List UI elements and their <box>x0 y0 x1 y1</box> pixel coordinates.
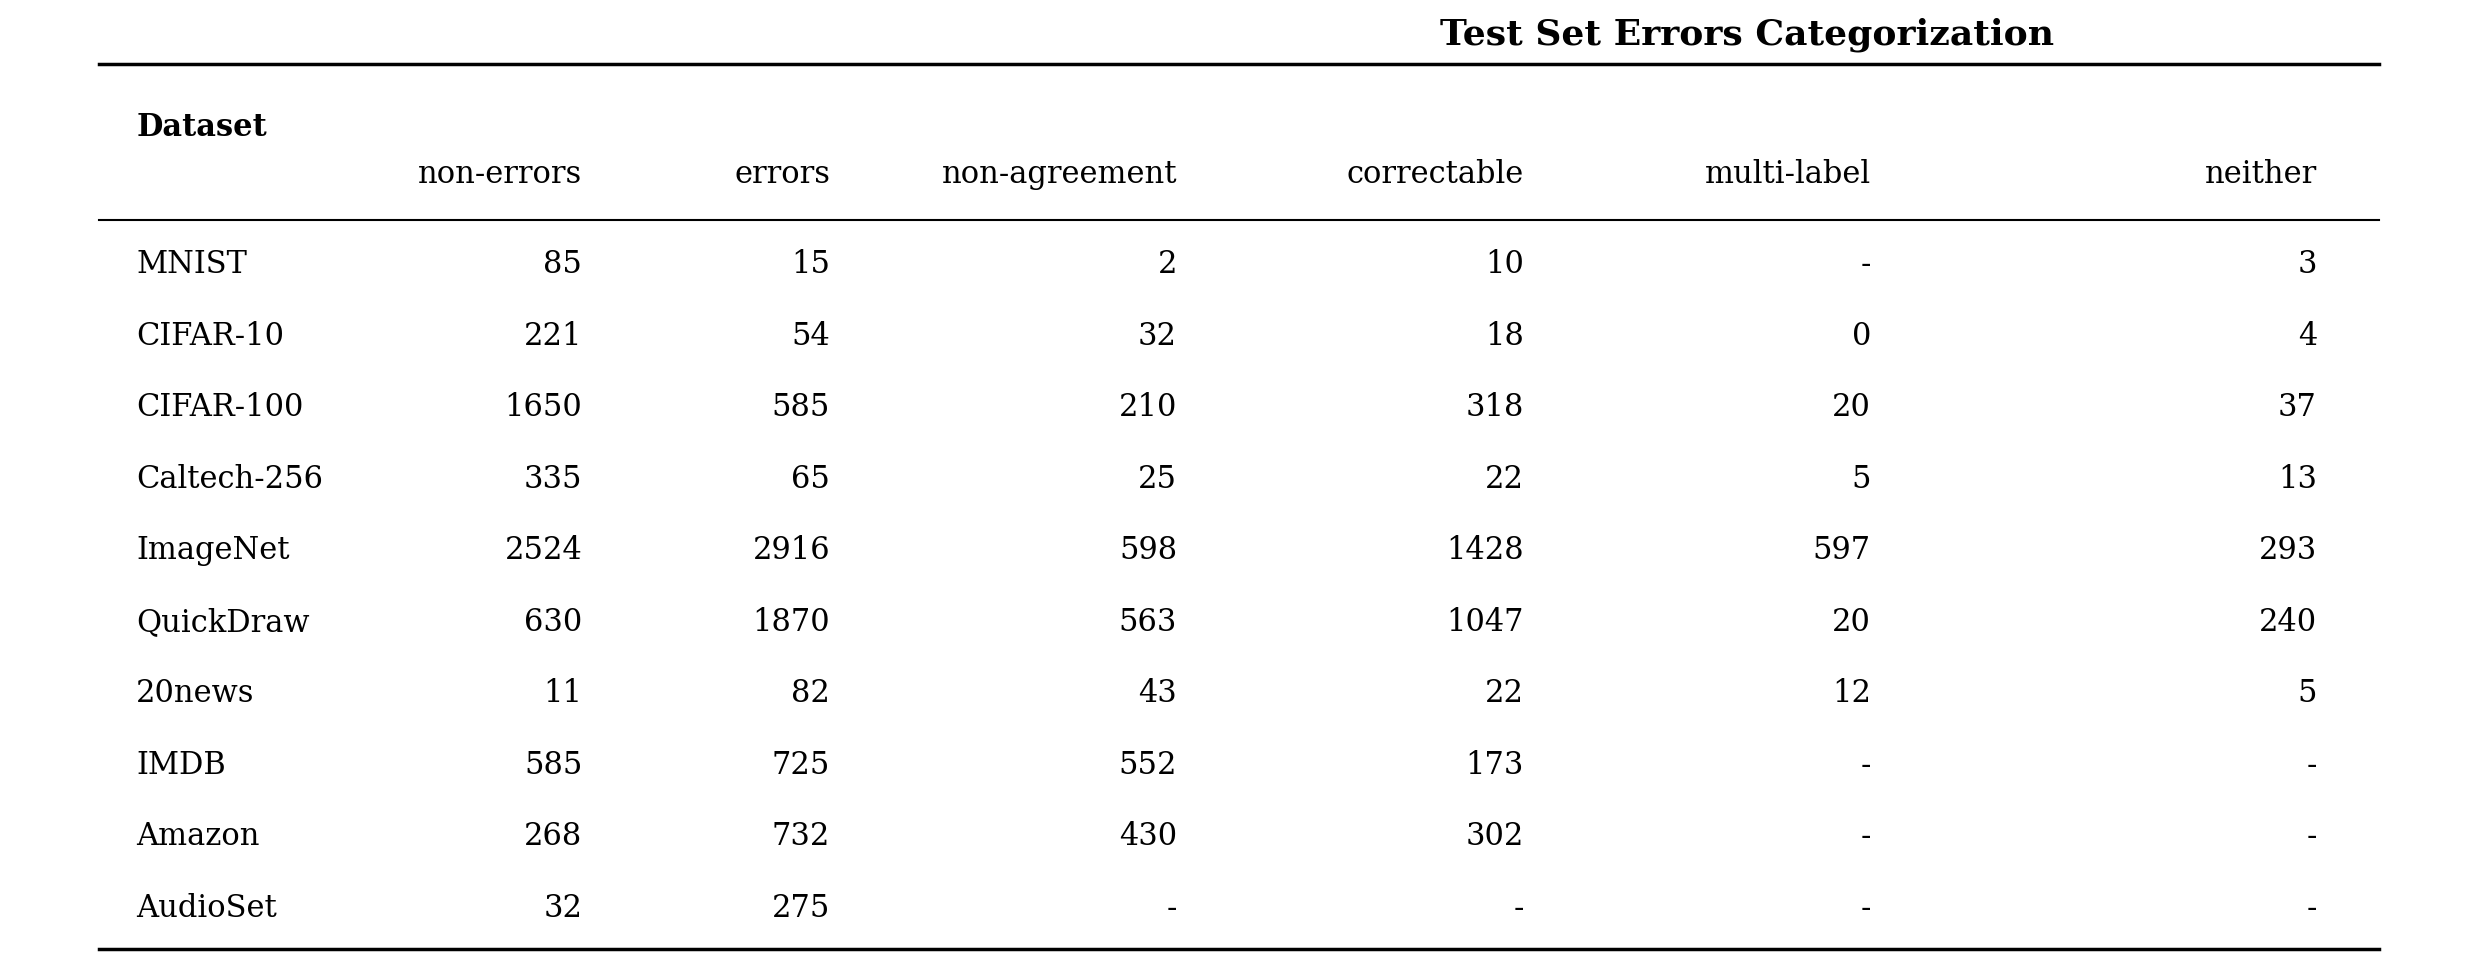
Text: 275: 275 <box>771 893 830 924</box>
Text: 585: 585 <box>771 392 830 423</box>
Text: 0: 0 <box>1851 320 1871 352</box>
Text: 598: 598 <box>1120 535 1177 566</box>
Text: 552: 552 <box>1118 750 1177 781</box>
Text: 13: 13 <box>2277 464 2317 495</box>
Text: -: - <box>1167 893 1177 924</box>
Text: 335: 335 <box>523 464 582 495</box>
Text: -: - <box>2307 893 2317 924</box>
Text: 630: 630 <box>523 607 582 638</box>
Text: 1047: 1047 <box>1447 607 1524 638</box>
Text: 430: 430 <box>1120 821 1177 853</box>
Text: 20news: 20news <box>136 678 255 710</box>
Text: 25: 25 <box>1137 464 1177 495</box>
Text: MNIST: MNIST <box>136 249 248 280</box>
Text: 32: 32 <box>543 893 582 924</box>
Text: 5: 5 <box>2297 678 2317 710</box>
Text: non-errors: non-errors <box>419 159 582 190</box>
Text: -: - <box>1861 893 1871 924</box>
Text: CIFAR-100: CIFAR-100 <box>136 392 305 423</box>
Text: 2916: 2916 <box>753 535 830 566</box>
Text: ImageNet: ImageNet <box>136 535 290 566</box>
Text: non-agreement: non-agreement <box>942 159 1177 190</box>
Text: 15: 15 <box>790 249 830 280</box>
Text: 2524: 2524 <box>506 535 582 566</box>
Text: 82: 82 <box>790 678 830 710</box>
Text: -: - <box>1861 249 1871 280</box>
Text: neither: neither <box>2205 159 2317 190</box>
Text: 268: 268 <box>523 821 582 853</box>
Text: 20: 20 <box>1831 392 1871 423</box>
Text: multi-label: multi-label <box>1705 159 1871 190</box>
Text: 2: 2 <box>1157 249 1177 280</box>
Text: 37: 37 <box>2277 392 2317 423</box>
Text: 10: 10 <box>1484 249 1524 280</box>
Text: 293: 293 <box>2257 535 2317 566</box>
Text: 65: 65 <box>790 464 830 495</box>
Text: IMDB: IMDB <box>136 750 225 781</box>
Text: 18: 18 <box>1484 320 1524 352</box>
Text: 11: 11 <box>543 678 582 710</box>
Text: 725: 725 <box>771 750 830 781</box>
Text: AudioSet: AudioSet <box>136 893 278 924</box>
Text: -: - <box>2307 750 2317 781</box>
Text: 302: 302 <box>1464 821 1524 853</box>
Text: QuickDraw: QuickDraw <box>136 607 310 638</box>
Text: 318: 318 <box>1464 392 1524 423</box>
Text: 1650: 1650 <box>506 392 582 423</box>
Text: 173: 173 <box>1464 750 1524 781</box>
Text: 54: 54 <box>790 320 830 352</box>
Text: 1870: 1870 <box>753 607 830 638</box>
Text: Dataset: Dataset <box>136 112 268 143</box>
Text: -: - <box>1861 750 1871 781</box>
Text: 3: 3 <box>2297 249 2317 280</box>
Text: -: - <box>1861 821 1871 853</box>
Text: 20: 20 <box>1831 607 1871 638</box>
Text: 1428: 1428 <box>1447 535 1524 566</box>
Text: Caltech-256: Caltech-256 <box>136 464 322 495</box>
Text: -: - <box>1514 893 1524 924</box>
Text: Amazon: Amazon <box>136 821 260 853</box>
Text: 85: 85 <box>543 249 582 280</box>
Text: 221: 221 <box>523 320 582 352</box>
Text: 32: 32 <box>1137 320 1177 352</box>
Text: 22: 22 <box>1484 678 1524 710</box>
Text: 563: 563 <box>1118 607 1177 638</box>
Text: -: - <box>2307 821 2317 853</box>
Text: 43: 43 <box>1137 678 1177 710</box>
Text: 597: 597 <box>1814 535 1871 566</box>
Text: CIFAR-10: CIFAR-10 <box>136 320 285 352</box>
Text: 732: 732 <box>771 821 830 853</box>
Text: 210: 210 <box>1118 392 1177 423</box>
Text: 12: 12 <box>1831 678 1871 710</box>
Text: 240: 240 <box>2260 607 2317 638</box>
Text: errors: errors <box>733 159 830 190</box>
Text: correctable: correctable <box>1346 159 1524 190</box>
Text: 22: 22 <box>1484 464 1524 495</box>
Text: 5: 5 <box>1851 464 1871 495</box>
Text: Test Set Errors Categorization: Test Set Errors Categorization <box>1440 17 2054 52</box>
Text: 4: 4 <box>2297 320 2317 352</box>
Text: 585: 585 <box>523 750 582 781</box>
